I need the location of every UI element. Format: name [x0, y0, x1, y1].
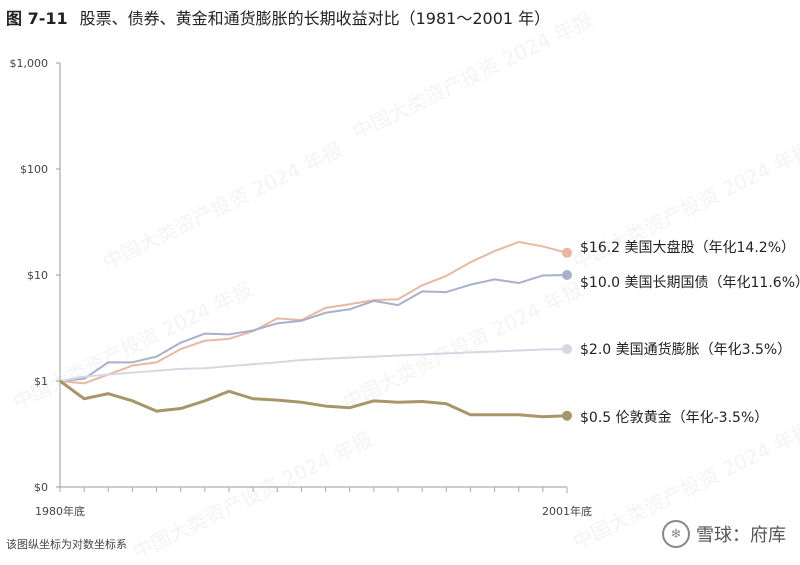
series-label: $0.5 伦敦黄金（年化-3.5%）	[580, 409, 768, 426]
y-tick-label: $1,000	[10, 57, 49, 70]
series-end-point	[562, 410, 572, 421]
series-label: $16.2 美国大盘股（年化14.2%）	[580, 239, 795, 256]
series-label: $2.0 美国通货膨胀（年化3.5%）	[580, 341, 791, 358]
series-end-point	[562, 270, 572, 280]
series-line	[59, 274, 568, 382]
credit-text: 雪球：府库	[696, 525, 786, 546]
y-tick-label: $1	[34, 375, 48, 388]
y-tick-label: $100	[20, 163, 48, 176]
figure-title: 股票、债券、黄金和通货膨胀的长期收益对比（1981～2001 年）	[79, 9, 551, 28]
series-line	[59, 379, 568, 419]
series-line	[59, 240, 568, 385]
figure-number: 图 7-11	[6, 9, 68, 28]
series-end-point	[562, 344, 572, 355]
x-tick-label: 2001年底	[542, 504, 592, 518]
credit: ❄ 雪球：府库	[662, 520, 786, 548]
series-line	[59, 348, 568, 382]
figure-header: 图 7-11 股票、债券、黄金和通货膨胀的长期收益对比（1981～2001 年）	[6, 4, 550, 30]
snowball-logo-icon: ❄	[662, 520, 690, 548]
series-end-point	[562, 247, 572, 258]
y-tick-label: $0	[34, 481, 48, 494]
series-label: $10.0 美国长期国债（年化11.6%）	[580, 275, 800, 291]
footnote: 该图纵坐标为对数坐标系	[6, 538, 127, 551]
x-tick-label: 1980年底	[35, 504, 85, 518]
y-tick-label: $10	[27, 269, 48, 282]
